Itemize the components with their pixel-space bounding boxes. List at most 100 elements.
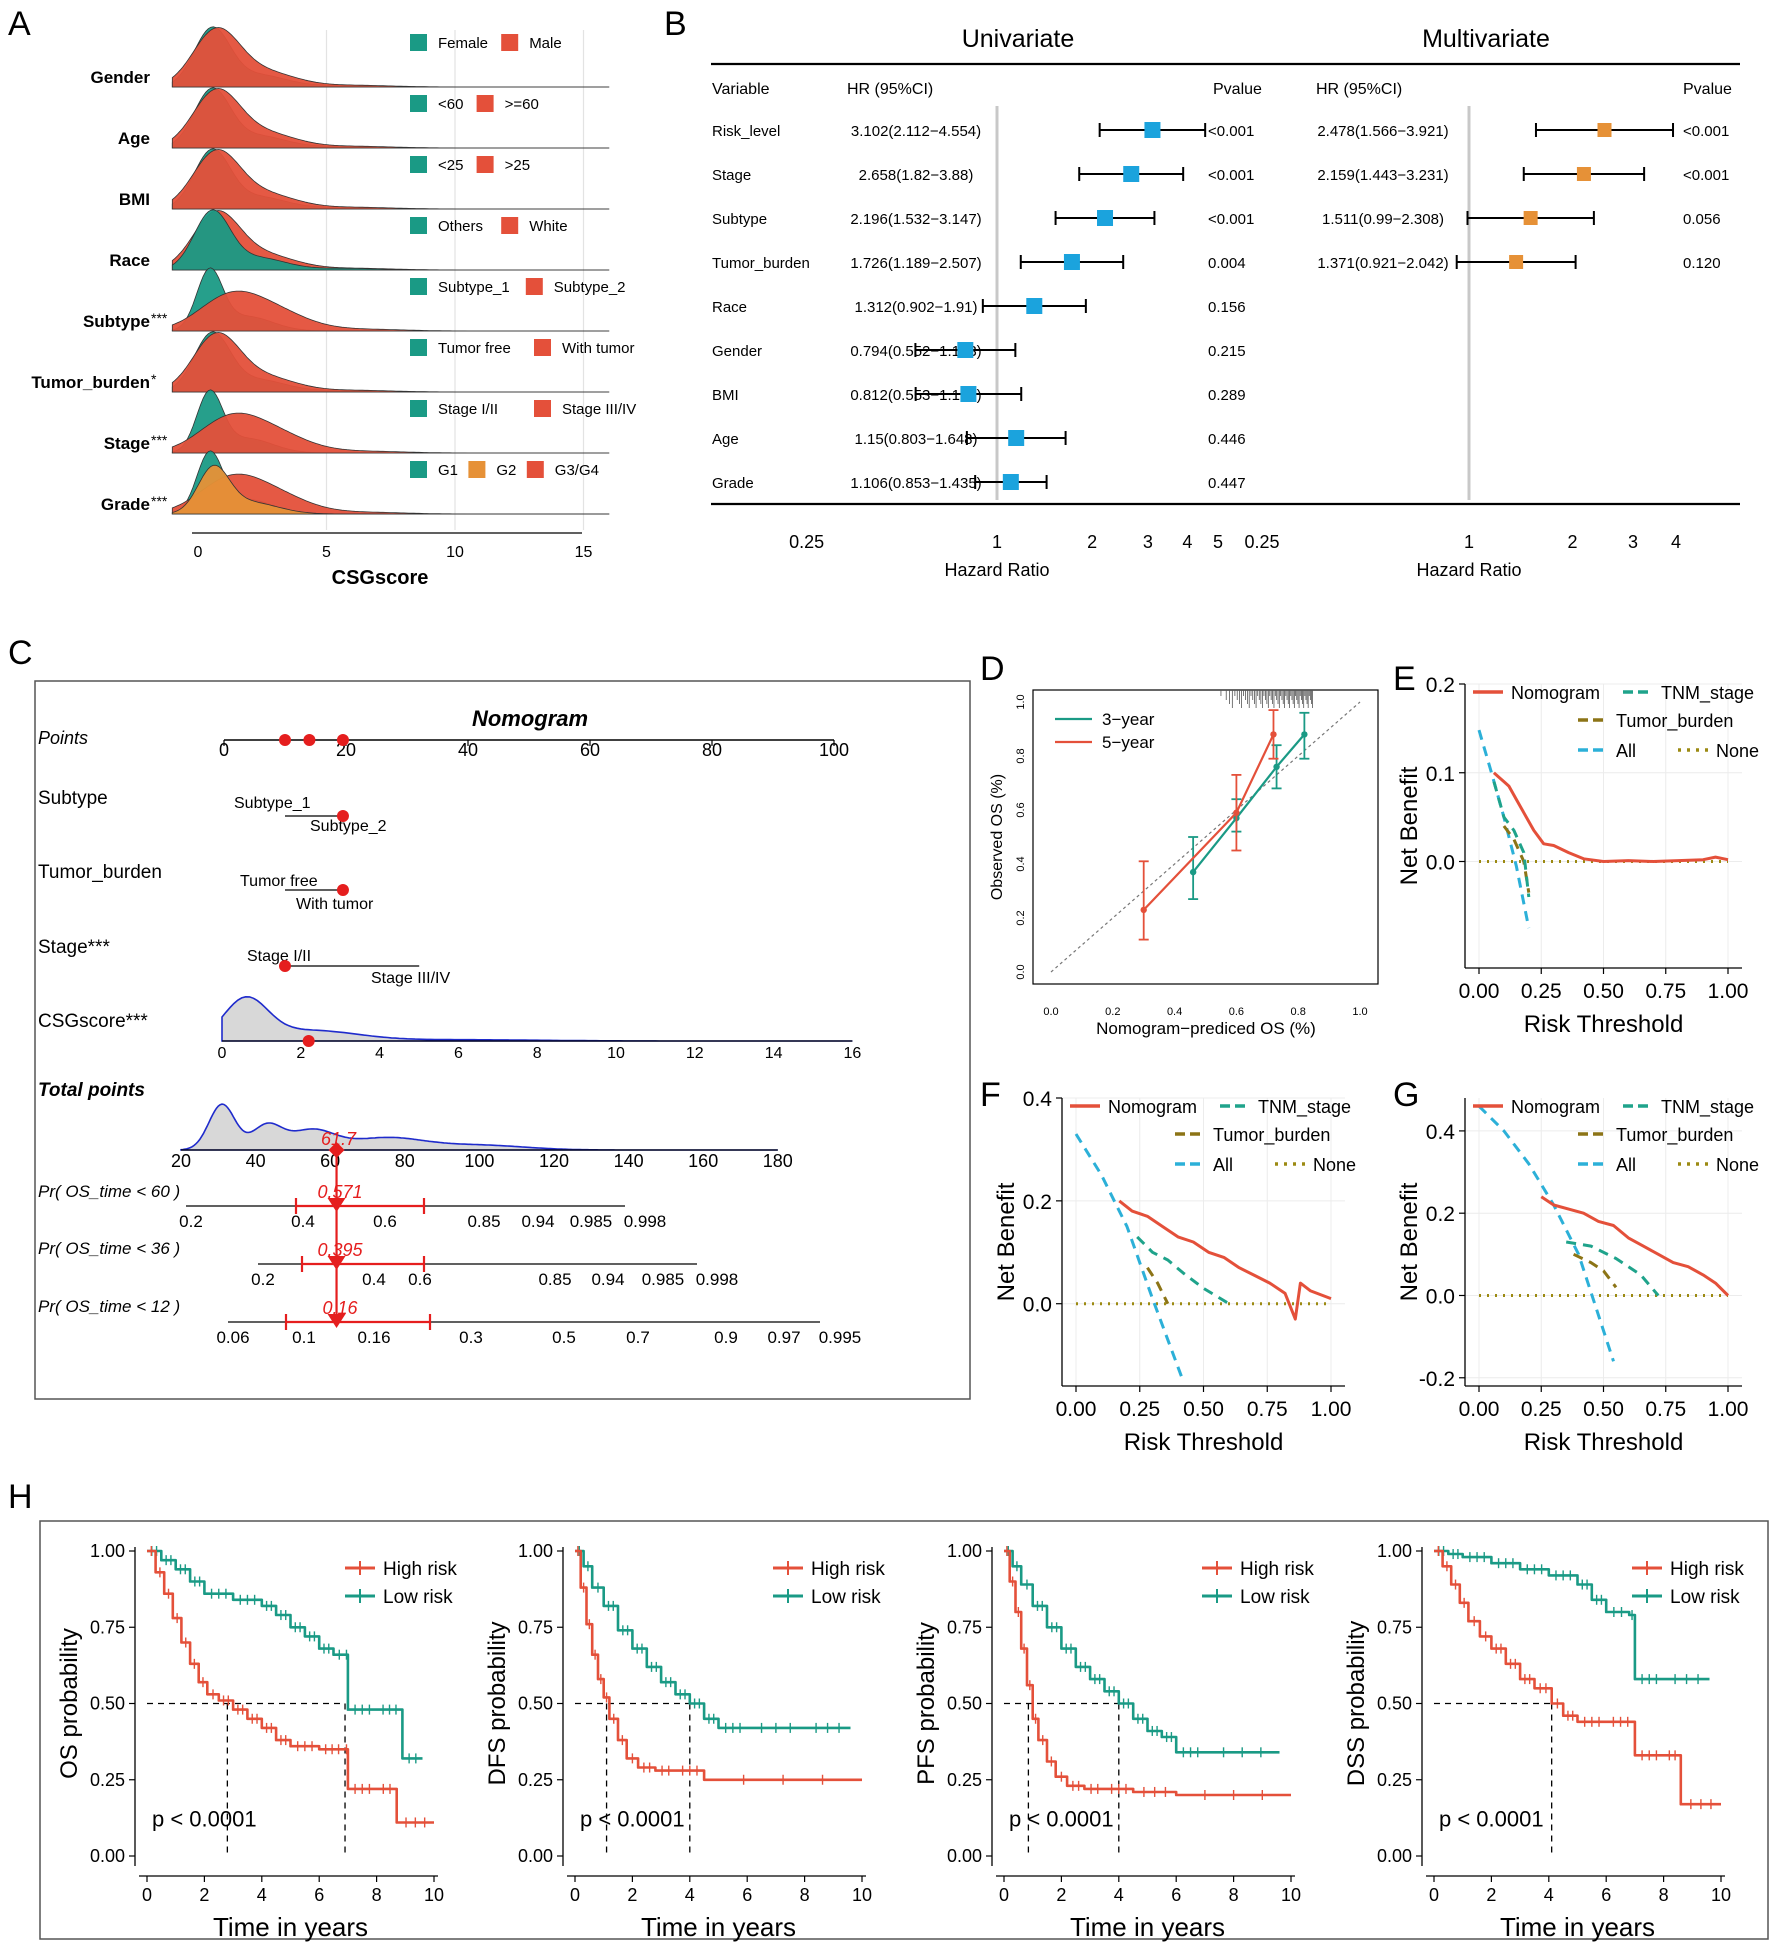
x-tick-label: 0.4 [1167,1006,1182,1018]
x-tick-label: 0.25 [1119,1398,1160,1421]
ridge-group-label: Subtype [83,312,150,331]
y-tick-label: 0.25 [947,1770,982,1790]
probability-tick-label: 0.998 [696,1270,739,1289]
p-value-label: p < 0.0001 [1009,1806,1114,1831]
legend-label: Nomogram [1511,683,1600,703]
x-tick-label: 10 [1711,1885,1731,1905]
selected-point-dot [303,734,316,746]
probability-marker [327,1314,346,1328]
x-tick-label: 0 [570,1885,580,1905]
x-tick-label: 1 [992,532,1002,552]
forest-row-pvalue: 0.289 [1208,387,1246,404]
y-tick-label: 1.00 [947,1541,982,1561]
x-tick-label: 10 [424,1885,444,1905]
km-curve-high [1004,1549,1291,1797]
legend-swatch [410,34,427,51]
calibration-point [1270,731,1277,738]
forest-row-pvalue: <0.001 [1208,167,1254,184]
y-tick-label: 0.50 [518,1694,553,1714]
x-tick-label: 2 [199,1885,209,1905]
probability-tick-label: 0.9 [714,1328,738,1347]
probability-tick-label: 0.4 [291,1212,315,1231]
calibration-point [1301,731,1308,738]
km-curve-high [147,1549,434,1824]
calibration-point [1273,763,1280,770]
density-ridge-stage [171,412,610,454]
x-tick-label: 0.75 [1247,1398,1288,1421]
forest-row-hr: 1.106(0.853−1.435) [850,475,981,492]
tumor-selected-dot [336,884,349,896]
dca-curve-tnm_stage [1565,1240,1660,1297]
legend-label: <25 [438,157,463,174]
row-label-stage: Stage*** [38,937,110,958]
x-tick-label: 15 [575,544,593,561]
legend-label: >25 [505,157,530,174]
x-tick-label: 0.50 [1583,1398,1624,1421]
probability-tick-label: 0.85 [467,1212,500,1231]
legend-swatch [476,95,494,112]
y-axis-title: DSS probability [1343,1621,1370,1786]
legend-label: Tumor_burden [1616,1125,1733,1146]
y-tick-label: 0.2 [1015,910,1027,925]
legend-swatch [468,461,486,478]
panel-label: G [1393,1076,1419,1114]
hr-point [1008,430,1025,446]
forest-row-pvalue: 0.156 [1208,299,1246,316]
y-axis-title: Net Benefit [1396,1182,1423,1301]
y-tick-label: 0.4 [1426,1121,1456,1144]
panel-label: A [8,5,31,43]
x-tick-label: 8 [372,1885,382,1905]
legend-label: High risk [383,1559,457,1580]
p-value-label: p < 0.0001 [152,1806,257,1831]
row-label-subtype: Subtype [38,788,108,809]
forest-row-pvalue-multi: <0.001 [1683,167,1729,184]
col-header-hr-multi: HR (95%CI) [1316,81,1402,98]
header-multivariate: Multivariate [1422,25,1550,53]
level-label: Tumor free [240,873,318,890]
y-tick-label: 0.0 [1015,964,1027,979]
y-axis-title: Observed OS (%) [989,774,1006,900]
probability-tick-label: 0.2 [179,1212,203,1231]
legend-swatch [410,400,427,417]
probability-tick-label: 0.1 [292,1328,316,1347]
legend-label: High risk [1240,1559,1314,1580]
probability-tick-label: 0.995 [819,1328,862,1347]
forest-row-variable: Tumor_burden [712,255,810,272]
x-tick-label: 0.6 [1229,1006,1244,1018]
calibration-line-0 [1192,733,1306,873]
y-tick-label: 0.6 [1015,802,1027,817]
y-axis-title: Net Benefit [1396,766,1423,885]
plot-frame [1032,689,1379,985]
panel-c-nomogram: Nomogram Points Subtype Tumor_burden Stage**… [34,680,971,1400]
y-tick-label: 0.75 [518,1617,553,1637]
legend-label: Low risk [1240,1587,1310,1608]
hr-point [1002,474,1019,490]
probability-tick-label: 0.985 [642,1270,685,1289]
y-tick-label: 0.0 [1426,852,1455,875]
x-tick-label: 0.25 [1521,1398,1562,1421]
legend-label: None [1716,741,1759,761]
hr-point [1597,123,1612,137]
forest-row-variable: Risk_level [712,123,780,140]
x-tick-label: 6 [742,1885,752,1905]
forest-row-pvalue-multi: <0.001 [1683,123,1729,140]
hr-point [1576,167,1591,181]
x-tick-label: 5 [322,544,331,561]
x-tick-label: 5 [1213,532,1223,552]
forest-row-variable: Subtype [712,211,767,228]
legend-swatch [410,278,427,295]
forest-row-variable: Race [712,299,747,316]
hr-point [1523,211,1538,225]
km-curve-high [575,1549,862,1782]
hr-point [957,342,974,358]
legend-label: 3−year [1102,710,1155,729]
legend-label: Tumor_burden [1616,711,1733,732]
y-tick-label: 0.0 [1426,1285,1455,1308]
forest-row-variable: Stage [712,167,751,184]
x-axis-title: Risk Threshold [1524,1429,1684,1456]
probability-marker [327,1198,346,1212]
total-tick-label: 160 [688,1151,718,1171]
legend-label: Male [529,35,562,52]
x-tick-label: 8 [1229,1885,1239,1905]
